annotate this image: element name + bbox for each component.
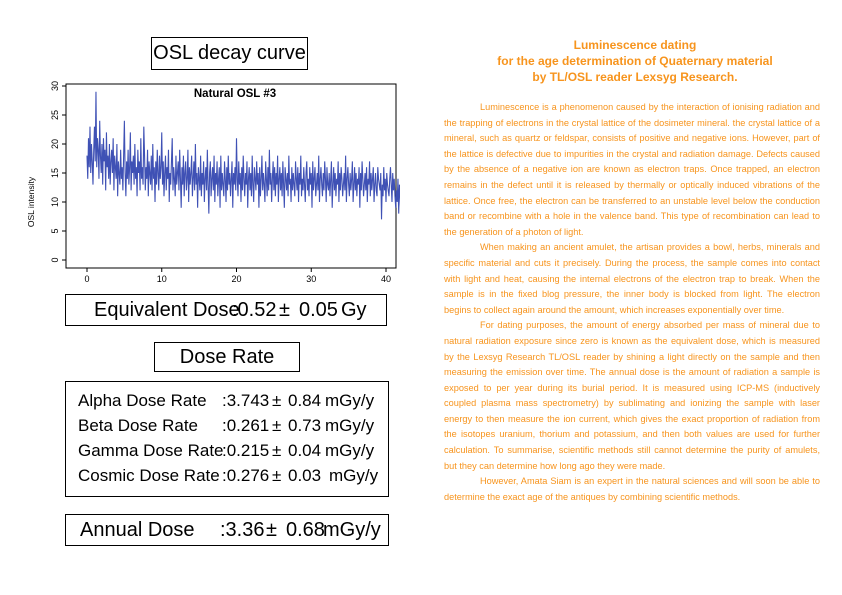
dose-rate-pm: ± (272, 466, 282, 485)
dose-rate-value: :0.261 (222, 416, 270, 435)
equivalent-dose-pm: ± (279, 299, 290, 321)
x-tick-label: 10 (157, 274, 167, 284)
dose-rate-title-text: Dose Rate (179, 345, 275, 368)
article-title-line: for the age determination of Quaternary … (497, 54, 773, 68)
dose-rate-pm: ± (272, 391, 282, 410)
dose-rate-label: Cosmic Dose Rate (78, 466, 220, 485)
x-tick-label: 40 (381, 274, 391, 284)
y-tick-label: 15 (50, 168, 60, 178)
plot-frame (65, 83, 397, 269)
x-tick-label: 20 (231, 274, 241, 284)
osl-series-line (86, 91, 400, 220)
article-paragraph: When making an ancient amulet, the artis… (444, 242, 820, 315)
chart-y-axis-label: OSL intensity (26, 176, 36, 227)
y-tick-label: 25 (50, 110, 60, 120)
osl-curve-title-text: OSL decay curve (153, 42, 306, 64)
dose-rate-error: 0.04 (288, 441, 322, 460)
dose-rates-box: Alpha Dose Rate :3.743 ± 0.84 mGy/y Beta… (65, 381, 389, 497)
article-title: Luminescence dating for the age determin… (450, 37, 820, 85)
article-paragraph: For dating purposes, the amount of energ… (444, 320, 820, 471)
equivalent-dose-label: Equivalent Dose (94, 299, 240, 321)
y-tick-label: 20 (50, 139, 60, 149)
chart-title: Natural OSL #3 (194, 88, 276, 100)
equivalent-dose-box: Equivalent Dose :0.52 ± 0.05 Gy (65, 294, 387, 326)
dose-rate-value: :0.215 (222, 441, 270, 460)
article-body: Luminescence is a phenomenon caused by t… (444, 100, 820, 505)
osl-decay-chart: 0 10 20 30 40 0 5 10 15 20 25 30 Natural OSL #3 OSL… (26, 81, 400, 284)
dose-rate-unit: mGy/y (329, 466, 379, 485)
dose-rate-label: Alpha Dose Rate (78, 391, 207, 410)
article-paragraph: Luminescence is a phenomenon caused by t… (444, 102, 820, 237)
y-tick-label: 30 (50, 81, 60, 91)
dose-rate-unit: mGy/y (325, 391, 375, 410)
dose-rate-label: Beta Dose Rate (78, 416, 199, 435)
article-paragraph: However, Amata Siam is an expert in the … (444, 476, 820, 502)
y-tick-label: 5 (50, 228, 60, 233)
dose-rate-pm: ± (272, 416, 282, 435)
dose-rate-value: :3.743 (222, 391, 270, 410)
annual-dose-value: :3.36 (220, 519, 265, 541)
annual-dose-label: Annual Dose (80, 519, 195, 541)
chart-ticks: 0 10 20 30 40 0 5 10 15 20 25 30 (50, 81, 391, 284)
dose-rate-value: :0.276 (222, 466, 270, 485)
annual-dose-box: Annual Dose :3.36 ± 0.68 mGy/y (65, 514, 389, 546)
annual-dose-unit: mGy/y (323, 519, 381, 541)
y-tick-label: 0 (50, 257, 60, 262)
equivalent-dose-error: 0.05 (299, 299, 338, 321)
dose-rate-error: 0.03 (288, 466, 322, 485)
x-tick-label: 30 (306, 274, 316, 284)
dose-rate-row-gamma: Gamma Dose Rate :0.215 ± 0.04 mGy/y (78, 441, 378, 465)
dose-rate-unit: mGy/y (325, 416, 375, 435)
chart-axes (65, 83, 397, 269)
dose-rate-error: 0.84 (288, 391, 322, 410)
dose-rate-title: Dose Rate (154, 342, 300, 372)
y-tick-label: 10 (50, 197, 60, 207)
dose-rate-unit: mGy/y (325, 441, 375, 460)
dose-rate-row-cosmic: Cosmic Dose Rate :0.276 ± 0.03 mGy/y (78, 466, 378, 490)
dose-rate-label: Gamma Dose Rate (78, 441, 224, 460)
article-title-line: Luminescence dating (573, 38, 697, 52)
dose-rate-error: 0.73 (288, 416, 322, 435)
annual-dose-error: 0.68 (286, 519, 325, 541)
x-tick-label: 0 (84, 274, 89, 284)
dose-rate-row-beta: Beta Dose Rate :0.261 ± 0.73 mGy/y (78, 416, 378, 440)
osl-curve-title: OSL decay curve (151, 37, 308, 70)
dose-rate-row-alpha: Alpha Dose Rate :3.743 ± 0.84 mGy/y (78, 391, 378, 415)
equivalent-dose-value: :0.52 (232, 299, 277, 321)
dose-rate-pm: ± (272, 441, 282, 460)
article-title-line: by TL/OSL reader Lexsyg Research. (532, 70, 738, 84)
annual-dose-pm: ± (266, 519, 277, 541)
equivalent-dose-unit: Gy (341, 299, 367, 321)
